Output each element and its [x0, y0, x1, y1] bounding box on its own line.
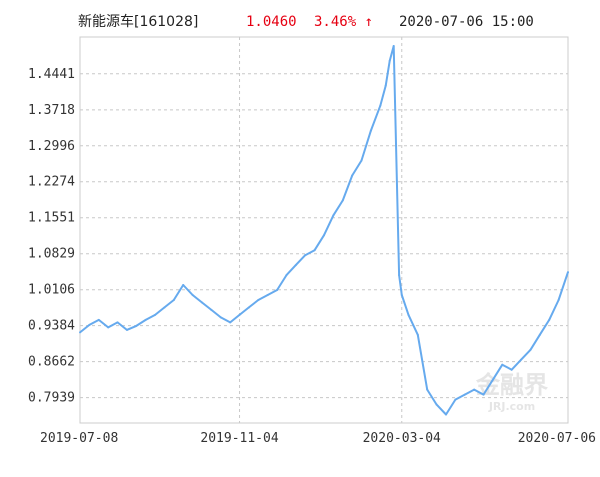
data-point: [482, 393, 485, 396]
data-point: [379, 104, 382, 107]
data-point: [125, 328, 128, 331]
data-point: [388, 59, 391, 62]
data-point: [313, 249, 316, 252]
data-point: [510, 368, 513, 371]
plot-frame: [79, 36, 569, 424]
data-point: [548, 318, 551, 321]
y-tick-label: 1.4441: [28, 67, 75, 82]
data-point: [398, 274, 401, 277]
y-tick-label: 0.8662: [28, 355, 75, 370]
data-point: [520, 358, 523, 361]
watermark-logo: 金融界: [475, 371, 548, 399]
data-point: [491, 378, 494, 381]
data-point: [116, 321, 119, 324]
data-point: [219, 316, 222, 319]
data-point: [154, 313, 157, 316]
data-point: [426, 388, 429, 391]
x-tick-label: 2020-07-06: [518, 431, 596, 446]
data-point: [97, 318, 100, 321]
fund-change: 3.46% ↑: [314, 14, 374, 30]
data-point: [229, 321, 232, 324]
x-tick-label: 2019-11-04: [200, 431, 278, 446]
y-tick-label: 1.0106: [28, 283, 75, 298]
data-point: [323, 234, 325, 237]
y-axis: 1.4441 1.3718 1.2996 1.2274 1.1551 1.0829 1.01…: [28, 67, 75, 406]
x-tick-label: 2019-07-08: [40, 431, 118, 446]
y-tick-label: 1.2996: [28, 139, 75, 154]
data-point: [107, 326, 110, 329]
data-point: [163, 306, 166, 309]
watermark-site: JRJ.com: [488, 400, 535, 413]
data-point: [182, 284, 185, 287]
data-point: [266, 293, 269, 296]
data-point: [247, 306, 250, 309]
data-point: [445, 413, 447, 416]
data-point: [79, 331, 81, 334]
data-point: [416, 333, 419, 336]
data-point: [201, 301, 203, 304]
data-point: [351, 174, 354, 177]
data-point: [557, 298, 560, 301]
data-point: [257, 298, 260, 301]
data-point: [369, 129, 372, 132]
nav-series-line: [79, 45, 569, 416]
fund-price: 1.0460: [246, 14, 297, 30]
data-point: [473, 388, 476, 391]
x-axis: 2019-07-08 2019-11-04 2020-03-04 2020-07-06: [40, 431, 596, 446]
data-point: [501, 363, 504, 366]
y-tick-label: 0.9384: [28, 319, 75, 334]
data-point: [304, 254, 307, 257]
data-point: [392, 44, 395, 47]
jrj-watermark: 金融界 JRJ.com: [475, 371, 548, 413]
data-point: [463, 393, 466, 396]
data-point: [191, 293, 194, 296]
data-point: [407, 313, 410, 316]
data-point: [135, 324, 138, 327]
data-point: [144, 318, 147, 321]
x-tick-label: 2020-03-04: [363, 431, 441, 446]
data-point: [172, 298, 175, 301]
data-point: [400, 293, 403, 296]
data-point: [341, 199, 344, 202]
data-point: [384, 84, 387, 87]
grid-lines: [80, 37, 568, 423]
data-point: [238, 313, 241, 316]
y-tick-label: 1.0829: [28, 247, 75, 262]
y-tick-label: 0.7939: [28, 391, 75, 406]
data-point: [360, 159, 363, 162]
data-point: [435, 403, 438, 406]
data-point: [210, 308, 213, 311]
y-tick-label: 1.3718: [28, 103, 75, 118]
data-point: [538, 333, 541, 336]
data-point: [567, 271, 569, 274]
fund-time: 2020-07-06 15:00: [399, 14, 534, 30]
data-point: [454, 398, 457, 401]
y-tick-label: 1.1551: [28, 211, 75, 226]
data-point: [276, 289, 279, 292]
data-point: [88, 323, 91, 326]
fund-name: 新能源车[161028]: [78, 14, 199, 30]
data-point: [529, 348, 532, 351]
data-point: [285, 274, 288, 277]
y-tick-label: 1.2274: [28, 175, 75, 190]
data-point: [332, 214, 335, 217]
fund-header: 新能源车[161028] 1.0460 3.46% ↑ 2020-07-06 1…: [78, 11, 578, 33]
data-point: [294, 264, 297, 267]
series-layer: [79, 44, 569, 416]
